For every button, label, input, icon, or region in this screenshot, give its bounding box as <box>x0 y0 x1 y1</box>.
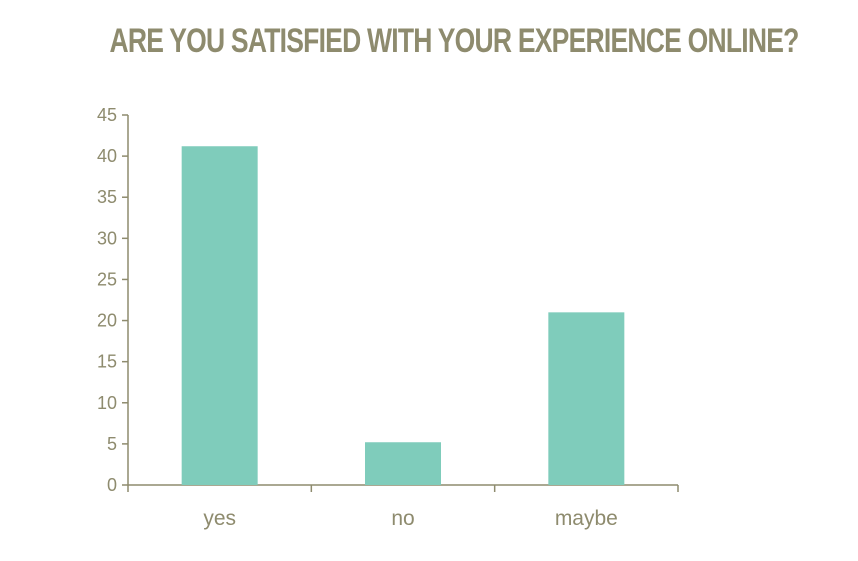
y-tick-label: 45 <box>97 105 117 125</box>
category-labels: yes no maybe <box>203 507 618 530</box>
y-axis: 0 5 10 15 20 25 30 35 40 45 <box>97 105 129 495</box>
y-tick-label: 5 <box>107 434 117 454</box>
y-tick-label: 35 <box>97 187 117 207</box>
x-axis <box>127 484 679 492</box>
x-tick-label-no: no <box>391 507 414 530</box>
x-tick-label-maybe: maybe <box>555 507 618 530</box>
bars <box>181 146 625 485</box>
chart-title: ARE YOU SATISFIED WITH YOUR EXPERIENCE O… <box>109 22 799 60</box>
x-tick-label-yes: yes <box>203 507 236 530</box>
y-tick-label: 10 <box>97 393 117 413</box>
y-tick-label: 0 <box>107 475 117 495</box>
y-tick-label: 30 <box>97 228 117 248</box>
y-tick-label: 25 <box>97 269 117 289</box>
bar-maybe <box>548 312 625 485</box>
y-tick-label: 15 <box>97 352 117 372</box>
y-tick-label: 20 <box>97 311 117 331</box>
bar-no <box>365 442 441 485</box>
y-tick-label: 40 <box>97 146 117 166</box>
bar-yes <box>181 146 258 485</box>
